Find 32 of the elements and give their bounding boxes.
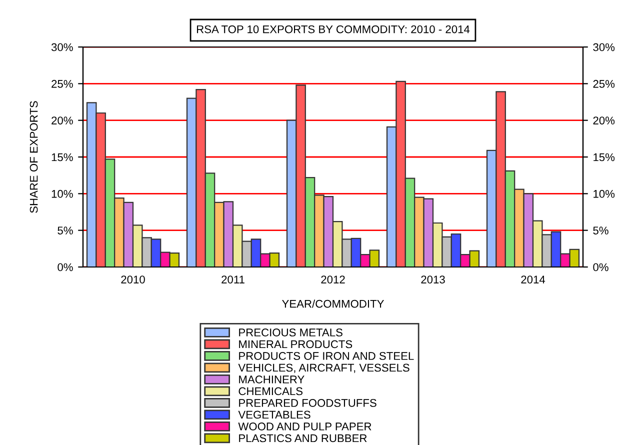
chart-title: RSA TOP 10 EXPORTS BY COMMODITY: 2010 - 2014 bbox=[197, 25, 470, 34]
x-tick-label: 2013 bbox=[421, 276, 445, 284]
y-tick-label: 15% bbox=[52, 153, 73, 162]
legend-label: CHEMICALS bbox=[238, 387, 303, 396]
x-tick-label: 2012 bbox=[321, 276, 345, 284]
legend-label: WOOD AND PULP PAPER bbox=[238, 422, 372, 430]
y-tick-label: 10% bbox=[52, 190, 73, 198]
legend-label: MACHINERY bbox=[239, 376, 304, 384]
y-tick-label: 25% bbox=[52, 80, 73, 88]
x-tick-label: 2011 bbox=[222, 276, 244, 284]
legend-label: VEGETABLES bbox=[238, 410, 310, 419]
x-axis-title: YEAR/COMMODITY bbox=[282, 300, 384, 308]
y-axis-title: SHARE OF EXPORTS bbox=[30, 101, 38, 213]
y-tick-label: 30% bbox=[51, 43, 73, 52]
y2-tick-label: 0% bbox=[593, 263, 608, 272]
legend-label: MINERAL PRODUCTS bbox=[239, 340, 352, 348]
y2-tick-label: 30% bbox=[593, 43, 615, 52]
y2-tick-label: 25% bbox=[593, 80, 615, 88]
y2-tick-label: 20% bbox=[593, 116, 615, 124]
y2-tick-label: 5% bbox=[593, 226, 608, 234]
x-tick-label: 2010 bbox=[121, 276, 145, 284]
y2-tick-label: 10% bbox=[594, 190, 615, 198]
y-tick-label: 5% bbox=[58, 226, 73, 234]
x-tick-label: 2014 bbox=[521, 276, 546, 284]
legend-label: VEHICLES, AIRCRAFT, VESSELS bbox=[238, 364, 410, 373]
legend-label: PRECIOUS METALS bbox=[239, 328, 342, 336]
y-tick-label: 0% bbox=[58, 263, 73, 272]
legend-label: PLASTICS AND RUBBER bbox=[239, 434, 367, 442]
legend-label: PREPARED FOODSTUFFS bbox=[239, 399, 376, 407]
legend-label: PRODUCTS OF IRON AND STEEL bbox=[239, 352, 414, 360]
y-tick-label: 20% bbox=[52, 116, 73, 124]
y2-tick-label: 15% bbox=[594, 153, 615, 162]
